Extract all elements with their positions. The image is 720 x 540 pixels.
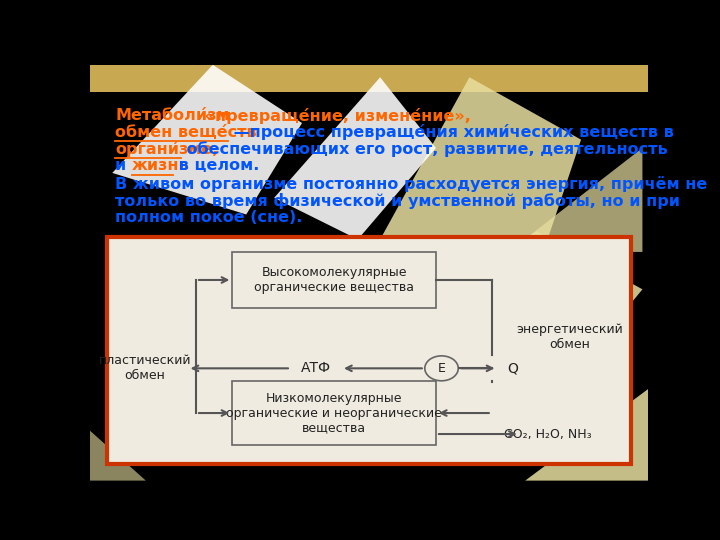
Circle shape [425, 356, 459, 381]
Text: в целом.: в целом. [173, 158, 259, 173]
Text: «превраще́ние, измене́ние»,: «превраще́ние, измене́ние», [199, 107, 471, 124]
Polygon shape [436, 231, 642, 364]
Text: Е: Е [438, 362, 446, 375]
Text: —процесс превраще́ния хими́ческих веществ в: —процесс превраще́ния хими́ческих вещест… [228, 124, 674, 140]
Text: жизнь: жизнь [132, 158, 189, 173]
Polygon shape [112, 65, 302, 214]
Polygon shape [526, 389, 648, 481]
FancyBboxPatch shape [233, 252, 436, 308]
Text: Высокомолекулярные
органические вещества: Высокомолекулярные органические вещества [254, 266, 414, 294]
Text: Метаболи́зм: Метаболи́зм [115, 108, 230, 123]
Text: CO₂, H₂O, NH₃: CO₂, H₂O, NH₃ [504, 428, 591, 441]
FancyBboxPatch shape [233, 381, 436, 446]
Text: энергетический
обмен: энергетический обмен [516, 323, 624, 351]
Polygon shape [508, 148, 642, 252]
Text: полном покое (сне).: полном покое (сне). [115, 210, 302, 225]
Text: пластический
обмен: пластический обмен [99, 354, 191, 382]
Text: АТФ: АТФ [301, 361, 331, 375]
Text: Низкомолекулярные
органические и неорганические
вещества: Низкомолекулярные органические и неорган… [226, 392, 442, 435]
Polygon shape [90, 431, 145, 481]
FancyBboxPatch shape [107, 238, 631, 464]
Text: только во время физической и умственной работы, но и при: только во время физической и умственной … [115, 193, 680, 209]
Text: обеспечивающих его рост, развитие, деятельность: обеспечивающих его рост, развитие, деяте… [181, 141, 667, 157]
Text: и: и [115, 158, 132, 173]
Polygon shape [380, 77, 581, 265]
Text: органи́зме,: органи́зме, [115, 141, 218, 157]
Bar [90, 65, 648, 92]
Text: В живом организме постоянно расходуется энергия, причём не: В живом организме постоянно расходуется … [115, 176, 707, 192]
Polygon shape [274, 77, 436, 239]
Text: Q: Q [508, 361, 518, 375]
Text: обмен веще́ств: обмен веще́ств [115, 125, 257, 140]
